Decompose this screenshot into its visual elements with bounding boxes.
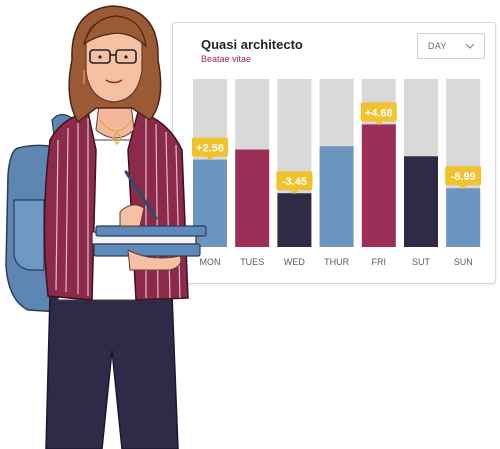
- day-label: MON: [200, 257, 221, 267]
- bar: [361, 124, 396, 247]
- card-title: Quasi architecto: [201, 37, 303, 52]
- bar: [404, 156, 438, 247]
- chevron-down-icon: [465, 43, 475, 49]
- day-label: TUES: [240, 257, 264, 267]
- books-icon: [91, 225, 207, 257]
- value-tag: [276, 171, 313, 191]
- value-tag-label: -3.45: [282, 176, 307, 188]
- bar-chart: MON +2.56 TUES WED -3.45 THUR FRI +4.68 SUT SUN -8…: [192, 79, 482, 267]
- value-tag-pointer: [206, 156, 214, 161]
- day-label: SUT: [412, 257, 431, 267]
- bar: [319, 146, 354, 247]
- pen-icon: [124, 170, 158, 220]
- value-tag-pointer: [374, 121, 383, 126]
- value-tag-label: +4.68: [365, 107, 393, 119]
- glasses-icon: [89, 49, 137, 64]
- value-tag-pointer: [459, 185, 468, 190]
- chart-card: Quasi architecto Beatae vitae DAY MON +2.…: [172, 22, 496, 284]
- day-label: FRI: [372, 257, 387, 267]
- period-dropdown-value: DAY: [428, 41, 447, 51]
- value-tag-pointer: [290, 190, 299, 195]
- value-tag: [445, 166, 482, 186]
- side-caption: 494001158: [2, 330, 16, 440]
- value-tag-label: -8.99: [451, 171, 476, 183]
- card-subtitle: Beatae vitae: [201, 54, 252, 64]
- day-label: THUR: [324, 257, 349, 267]
- bar: [277, 193, 312, 247]
- value-tag: [192, 137, 228, 157]
- value-tag-label: +2.56: [196, 143, 224, 155]
- period-dropdown[interactable]: DAY: [417, 33, 485, 59]
- bar: [446, 188, 481, 247]
- day-label: SUN: [454, 257, 473, 267]
- value-tag: [360, 102, 397, 122]
- bar: [235, 149, 270, 247]
- day-label: WED: [284, 257, 305, 267]
- pants: [45, 294, 179, 449]
